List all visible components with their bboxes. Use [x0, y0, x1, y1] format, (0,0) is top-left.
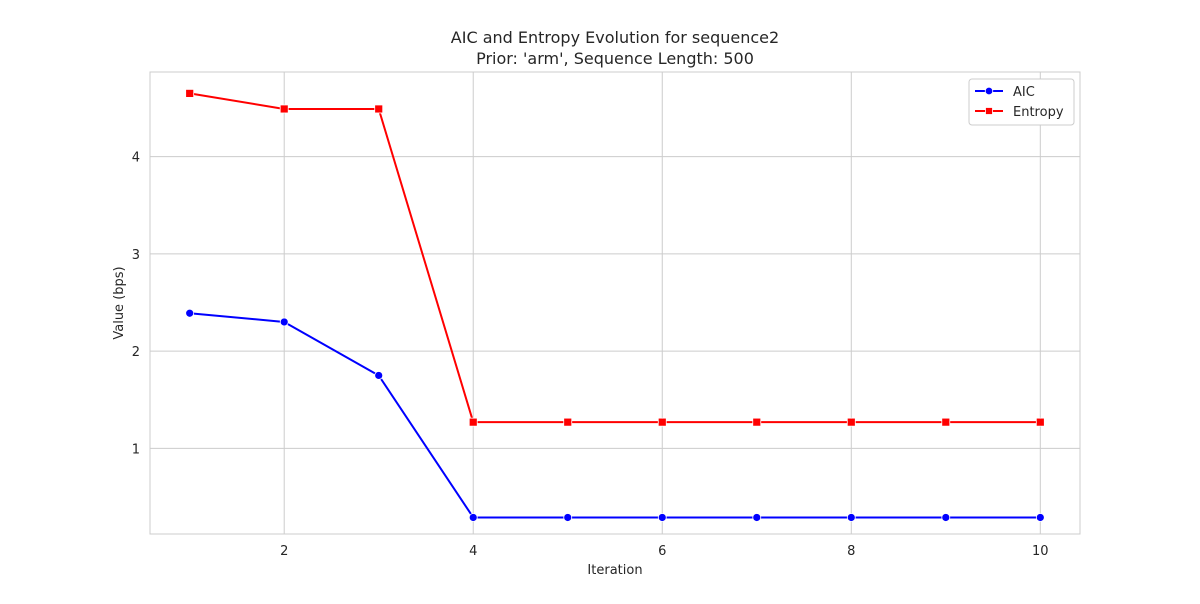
x-tick-label: 8 [847, 544, 855, 559]
x-axis-label: Iteration [587, 563, 642, 578]
chart-title: AIC and Entropy Evolution for sequence2 [451, 28, 779, 47]
series-layer [185, 88, 1045, 522]
x-tick-label: 2 [280, 544, 288, 559]
legend: AIC Entropy [968, 78, 1075, 126]
entropy-point [563, 417, 573, 427]
x-tick-label: 10 [1032, 544, 1049, 559]
aic-point [941, 513, 951, 522]
series-aic [185, 308, 1045, 522]
aic-point [468, 513, 478, 522]
aic-point [1035, 513, 1045, 522]
legend-aic-label: AIC [1013, 85, 1035, 100]
entropy-point [185, 88, 195, 98]
entropy-point [752, 417, 762, 427]
y-tick-label: 2 [132, 345, 140, 360]
x-tick-label: 6 [658, 544, 666, 559]
aic-point [657, 513, 667, 522]
y-axis-label: Value (bps) [112, 266, 127, 339]
entropy-point [846, 417, 856, 427]
plot-background [150, 72, 1080, 534]
aic-line [189, 312, 1041, 519]
chart-subtitle: Prior: 'arm', Sequence Length: 500 [476, 49, 754, 68]
plot-area [149, 71, 1081, 535]
entropy-point [279, 104, 289, 114]
plot-frame [149, 71, 1081, 535]
y-tick-label: 4 [132, 151, 140, 166]
legend-aic-marker [984, 86, 994, 96]
aic-point [185, 308, 195, 318]
legend-entropy-label: Entropy [1013, 105, 1064, 120]
aic-point [846, 513, 856, 522]
aic-point [752, 513, 762, 522]
series-entropy [185, 88, 1045, 427]
entropy-point [468, 417, 478, 427]
aic-point [374, 371, 384, 380]
aic-point [279, 317, 289, 327]
y-tick-label: 3 [132, 248, 140, 263]
entropy-point [657, 417, 667, 427]
x-tick-label: 4 [469, 544, 477, 559]
aic-point [563, 513, 573, 522]
entropy-point [1035, 417, 1045, 427]
entropy-line [189, 92, 1041, 424]
legend-entropy-marker [985, 107, 993, 115]
entropy-point [374, 104, 384, 114]
entropy-point [941, 417, 951, 427]
y-tick-label: 1 [132, 442, 140, 457]
grid-layer [150, 72, 1080, 534]
